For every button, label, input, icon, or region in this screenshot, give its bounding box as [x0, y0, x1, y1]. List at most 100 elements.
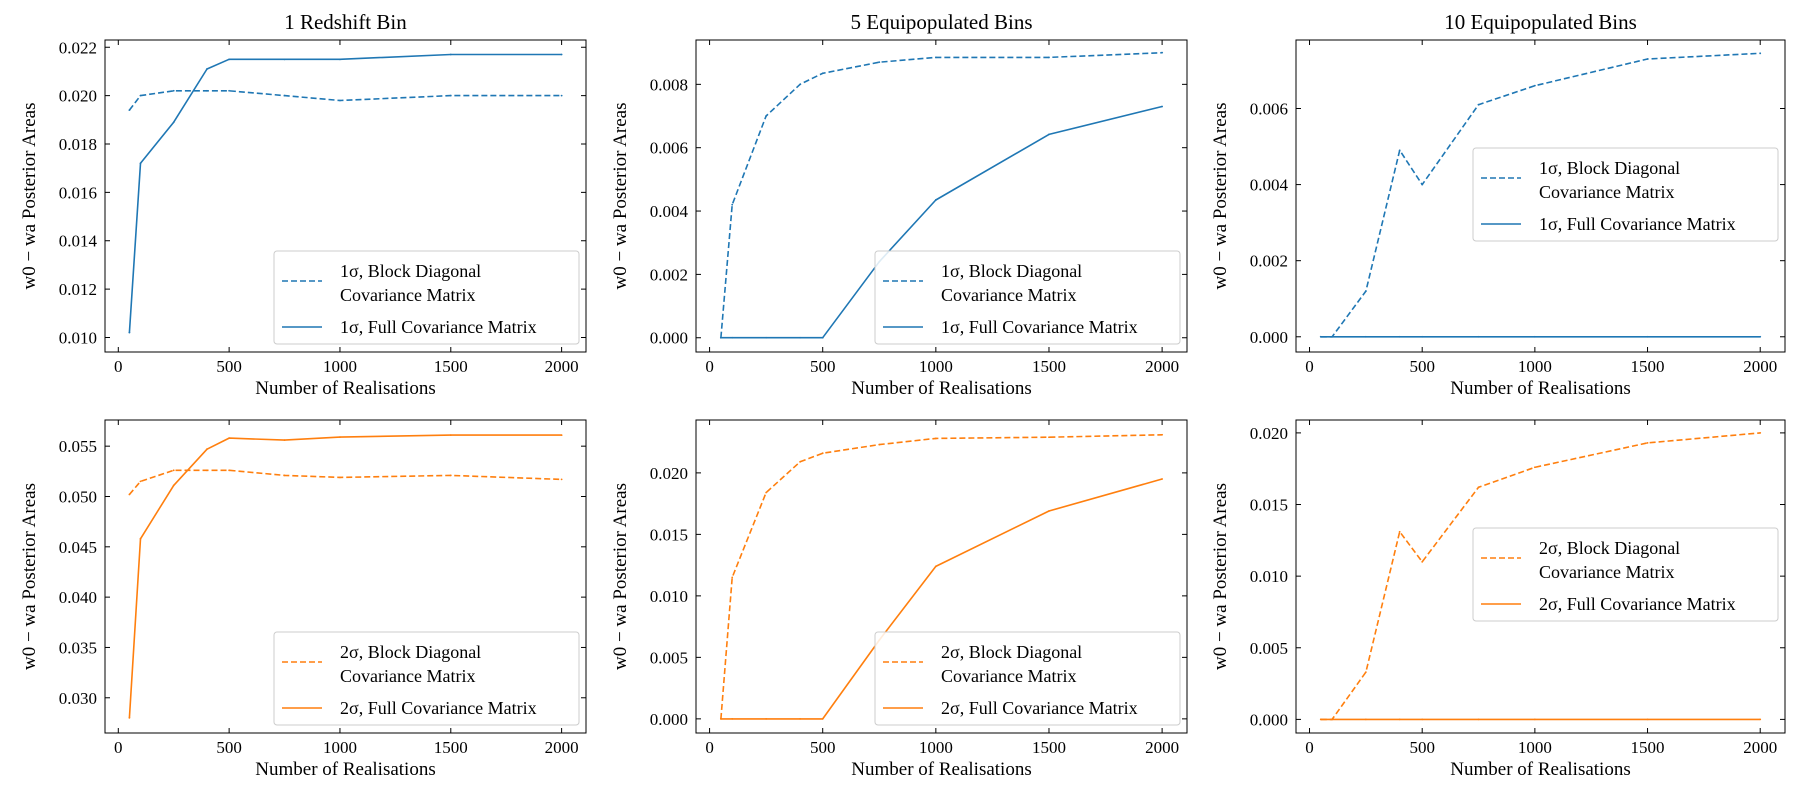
legend-box [874, 250, 1181, 345]
data-point [821, 72, 824, 75]
data-point [206, 89, 208, 92]
x-tick-label: 1000 [1518, 738, 1552, 757]
x-tick-label: 1500 [1032, 738, 1066, 757]
panel-title: 5 Equipopulated Bins [851, 10, 1033, 34]
data-point [1759, 431, 1762, 434]
panel-title: 10 Equipopulated Bins [1444, 10, 1637, 34]
y-tick-label: 0.030 [59, 689, 97, 708]
data-point [1421, 560, 1424, 563]
x-tick-label: 1500 [434, 738, 468, 757]
panel-title: 1 Redshift Bin [284, 10, 407, 34]
data-point [139, 94, 142, 97]
data-point [765, 717, 768, 720]
data-point [283, 94, 286, 97]
y-tick-label: 0.012 [59, 280, 97, 299]
y-tick-label: 0.045 [59, 538, 97, 557]
data-point [449, 434, 452, 436]
legend-label: 1σ, Full Covariance Matrix [1539, 214, 1736, 234]
x-axis-label: Number of Realisations [851, 378, 1031, 399]
y-tick-label: 0.022 [59, 38, 97, 57]
data-point [1646, 442, 1649, 444]
data-point [139, 537, 142, 540]
y-tick-label: 0.000 [1250, 328, 1288, 347]
x-axis-label: Number of Realisations [255, 759, 435, 780]
legend-label: 1σ, Block Diagonal [941, 261, 1082, 281]
data-point [128, 109, 131, 112]
data-point [1331, 718, 1333, 721]
axes-frame [1295, 39, 1786, 353]
data-point [1319, 718, 1322, 721]
data-point [799, 460, 801, 463]
y-tick-label: 0.002 [1250, 252, 1288, 271]
x-tick-label: 0 [705, 738, 714, 757]
legend-box [874, 631, 1181, 726]
x-tick-label: 500 [216, 357, 242, 376]
data-point [449, 474, 452, 477]
y-axis-label: w0 − wa Posterior Areas [19, 483, 40, 670]
y-axis-label: w0 − wa Posterior Areas [1210, 483, 1231, 670]
axes-frame [104, 419, 587, 734]
data-point [172, 121, 175, 124]
data-point [560, 478, 563, 481]
panel-2: 5 Equipopulated Bins 0 500 1000 1500 2000 0.00… [610, 10, 1188, 399]
data-point [821, 336, 824, 339]
panel-3: 10 Equipopulated Bins 0 500 1000 1500 2000 0.0… [1210, 10, 1786, 399]
y-tick-label: 0.015 [1250, 496, 1288, 515]
legend-label: Covariance Matrix [340, 666, 475, 686]
x-tick-label: 2000 [1145, 738, 1179, 757]
legend-label: 2σ, Full Covariance Matrix [1539, 594, 1736, 614]
data-point [731, 203, 734, 206]
y-tick-label: 0.018 [59, 135, 97, 154]
legend-label: 1σ, Block Diagonal [340, 261, 481, 281]
data-point [934, 437, 937, 440]
x-tick-label: 1000 [323, 357, 357, 376]
x-tick-label: 2000 [545, 357, 579, 376]
data-point [719, 717, 722, 720]
data-point [283, 474, 286, 477]
data-point [172, 484, 175, 487]
legend: 1σ, Block Diagonal Covariance Matrix 1σ, F… [273, 250, 580, 345]
data-point [1048, 510, 1050, 512]
data-point [719, 336, 722, 339]
data-point [560, 94, 563, 97]
x-tick-label: 1000 [1518, 357, 1552, 376]
data-point [1646, 718, 1649, 721]
data-point [128, 717, 131, 719]
data-point [128, 331, 131, 334]
y-tick-label: 0.010 [59, 328, 97, 347]
data-point [1477, 335, 1480, 338]
y-axis-label: w0 − wa Posterior Areas [19, 103, 40, 290]
data-point [1364, 718, 1367, 721]
legend: 2σ, Block Diagonal Covariance Matrix 2σ, F… [1472, 527, 1779, 622]
y-tick-label: 0.010 [1250, 567, 1288, 586]
data-point [228, 469, 231, 472]
data-point [1364, 671, 1367, 674]
data-point [1161, 105, 1164, 108]
data-point [228, 58, 231, 61]
legend-box [273, 631, 580, 726]
legend-label: Covariance Matrix [1539, 182, 1674, 202]
data-point [139, 480, 142, 483]
x-tick-label: 500 [1409, 357, 1435, 376]
data-point [206, 68, 208, 70]
x-tick-label: 1000 [919, 738, 953, 757]
y-tick-label: 0.035 [59, 638, 97, 657]
data-point [128, 493, 131, 496]
y-axis-label: w0 − wa Posterior Areas [1210, 103, 1231, 290]
legend-label: 2σ, Full Covariance Matrix [340, 698, 537, 718]
axes-frame [104, 39, 587, 353]
x-tick-label: 2000 [1743, 738, 1777, 757]
legend-box [273, 250, 580, 345]
x-axis-label: Number of Realisations [255, 378, 435, 399]
y-axis-label: w0 − wa Posterior Areas [610, 483, 631, 670]
data-point [339, 99, 341, 102]
x-tick-label: 500 [1409, 738, 1435, 757]
data-point [765, 336, 768, 339]
y-tick-label: 0.000 [1250, 710, 1288, 729]
x-tick-label: 500 [810, 357, 836, 376]
data-point [1421, 718, 1424, 721]
legend-label: 2σ, Block Diagonal [340, 642, 481, 662]
data-point [172, 469, 175, 472]
axes-frame [695, 39, 1188, 353]
data-point [1533, 718, 1536, 721]
